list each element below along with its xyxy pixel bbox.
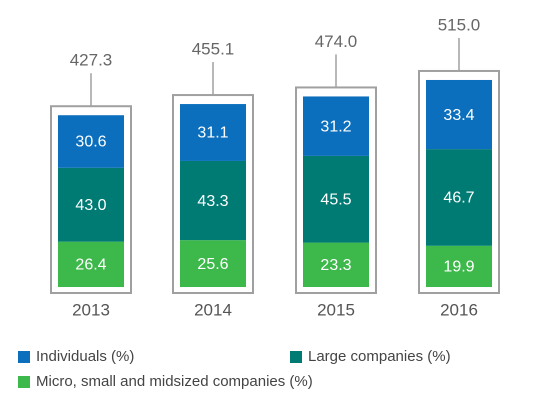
value-label: 43.0 (75, 197, 106, 214)
bar-segment (303, 155, 369, 243)
bar-segment (58, 167, 124, 242)
value-label: 19.9 (443, 259, 474, 276)
total-label: 455.1 (192, 40, 235, 59)
value-label: 31.1 (197, 125, 228, 142)
bar-segment (426, 245, 492, 287)
value-label: 45.5 (320, 191, 351, 208)
legend-swatch (18, 376, 30, 388)
bar-segment (303, 242, 369, 287)
total-label: 474.0 (315, 32, 358, 51)
x-tick-label: 2013 (72, 300, 110, 319)
value-label: 23.3 (320, 257, 351, 274)
total-label: 515.0 (438, 15, 481, 34)
bar-segment (180, 240, 246, 287)
value-label: 30.6 (75, 134, 106, 151)
bar-segment (58, 241, 124, 287)
total-label: 427.3 (70, 51, 113, 70)
bar-segment (303, 96, 369, 156)
bar-segment (426, 79, 492, 150)
bar-segment (426, 149, 492, 246)
value-label: 43.3 (197, 193, 228, 210)
legend-label: Large companies (%) (308, 348, 451, 365)
value-label: 33.4 (443, 107, 474, 124)
legend-label: Micro, small and midsized companies (%) (36, 373, 313, 390)
value-label: 31.2 (320, 118, 351, 135)
legend-label: Individuals (%) (36, 348, 134, 365)
x-tick-label: 2014 (194, 300, 232, 319)
value-label: 46.7 (443, 190, 474, 207)
legend-swatch (290, 351, 302, 363)
x-tick-label: 2016 (440, 300, 478, 319)
legend-swatch (18, 351, 30, 363)
bar-segment (180, 104, 246, 161)
x-tick-label: 2015 (317, 300, 355, 319)
value-label: 26.4 (75, 257, 106, 274)
value-label: 25.6 (197, 256, 228, 273)
bar-segment (58, 115, 124, 168)
bar-segment (180, 160, 246, 241)
